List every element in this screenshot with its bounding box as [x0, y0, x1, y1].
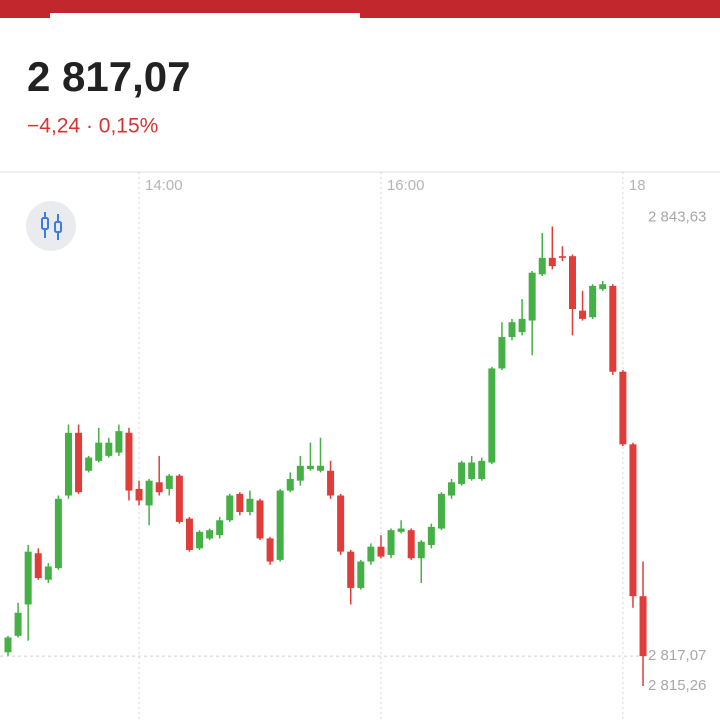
candle-body — [478, 460, 486, 480]
candle-body — [54, 498, 62, 569]
candle-body — [316, 465, 324, 471]
candle-body — [34, 553, 42, 579]
candle-body — [357, 561, 365, 588]
candle-body — [14, 612, 22, 636]
candle-body — [44, 566, 52, 580]
candle-body — [619, 371, 627, 445]
icon-body — [41, 217, 49, 230]
candle-body — [377, 546, 385, 557]
candle-body — [24, 551, 32, 605]
candle-body — [367, 546, 375, 562]
candle-body — [337, 495, 345, 552]
candle-body — [246, 498, 254, 513]
candle-body — [206, 530, 214, 539]
candle-body — [639, 596, 647, 657]
y-tick-label: 2 815,26 — [648, 677, 706, 694]
candle-body — [266, 538, 274, 562]
candle-body — [286, 479, 294, 491]
candle-body — [387, 530, 395, 555]
candle-body — [589, 285, 597, 318]
candle-body — [427, 526, 435, 546]
candle-body — [216, 520, 224, 536]
candle-body — [347, 551, 355, 588]
price: 2 817,07 — [27, 53, 191, 100]
candle-body — [185, 518, 193, 550]
y-tick-label: 2 817,07 — [648, 647, 706, 664]
candle-body — [165, 475, 173, 489]
candle-body — [135, 488, 143, 501]
candle-body — [629, 444, 637, 597]
candle-body — [125, 432, 133, 491]
candle-body — [175, 475, 183, 522]
candle-body — [75, 432, 83, 493]
candle-body — [437, 493, 445, 529]
candle-body — [64, 432, 72, 496]
candle-body — [579, 310, 587, 319]
candle-body — [4, 637, 12, 653]
candle-body — [85, 457, 93, 471]
candle-body — [417, 541, 425, 559]
candle-body — [226, 495, 234, 521]
button-bg[interactable] — [26, 201, 76, 251]
candle-body — [528, 272, 536, 321]
candle-body — [468, 462, 476, 480]
candle-body — [276, 490, 284, 560]
candle-body — [306, 465, 314, 470]
candle-body — [599, 284, 607, 290]
candle-body — [196, 531, 204, 549]
candle-body — [538, 257, 546, 275]
x-tick-label: 16:00 — [387, 177, 425, 194]
tab-indicator — [50, 13, 360, 18]
x-tick-label: 14:00 — [145, 177, 183, 194]
candle-body — [508, 322, 516, 338]
candle-body — [498, 337, 506, 369]
candle-body — [296, 465, 304, 481]
candle-body — [105, 442, 113, 456]
candle-body — [609, 285, 617, 372]
candle-body — [115, 431, 123, 453]
chart-type-button[interactable] — [26, 201, 76, 251]
candle-body — [95, 442, 103, 461]
x-tick-label: 18 — [629, 177, 646, 194]
icon-body — [54, 221, 62, 233]
y-tick-label: 2 843,63 — [648, 209, 706, 226]
change: −4,24 · 0,15% — [27, 115, 158, 138]
candle-body — [518, 318, 526, 333]
candle-body — [448, 482, 456, 496]
candle-body — [558, 256, 566, 258]
candle-body — [568, 256, 576, 309]
candle-body — [548, 257, 556, 267]
candle-body — [236, 493, 244, 513]
candle-body — [327, 470, 335, 496]
candle-body — [155, 482, 163, 493]
candle-body — [488, 368, 496, 463]
candle-body — [145, 480, 153, 506]
candle-body — [458, 462, 466, 484]
candle-body — [407, 530, 415, 559]
candle-body — [256, 500, 264, 539]
plot: 14:00 16:00 182 843,63 2 817,07 2 815,26 — [0, 172, 706, 720]
candle-body — [397, 528, 405, 532]
